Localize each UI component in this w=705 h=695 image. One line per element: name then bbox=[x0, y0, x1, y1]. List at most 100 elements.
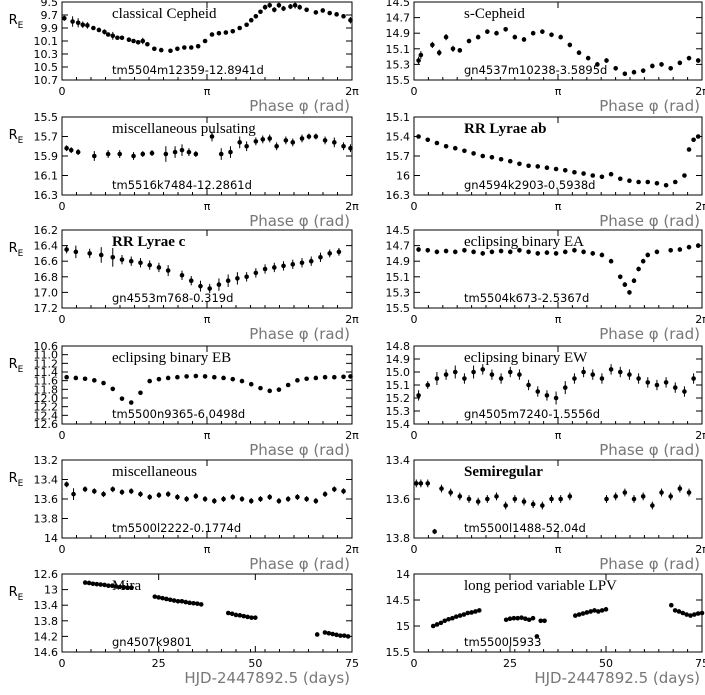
y-tick-label: 13.2 bbox=[34, 454, 59, 467]
data-point bbox=[443, 248, 449, 254]
y-tick-label: 10.1 bbox=[34, 35, 59, 48]
data-point bbox=[526, 163, 531, 169]
data-point bbox=[244, 274, 249, 280]
data-point bbox=[471, 369, 476, 375]
data-point bbox=[313, 498, 319, 504]
y-tick-label: 14 bbox=[396, 568, 410, 581]
data-point bbox=[507, 158, 513, 164]
data-point bbox=[304, 496, 309, 502]
data-point bbox=[175, 374, 180, 380]
data-point bbox=[113, 584, 119, 589]
data-point bbox=[475, 499, 481, 504]
data-point bbox=[526, 617, 532, 623]
data-point bbox=[165, 491, 171, 497]
object-id: tm5500l2222-0.1774d bbox=[112, 521, 241, 535]
data-point bbox=[262, 266, 268, 272]
x-tick-label: π bbox=[555, 313, 562, 326]
data-point bbox=[102, 29, 107, 35]
data-point bbox=[221, 375, 226, 381]
data-point bbox=[608, 258, 614, 264]
x-axis-label: HJD-2447892.5 (days) bbox=[184, 669, 350, 687]
x-tick-label: π bbox=[204, 313, 211, 326]
y-tick-label: 17.0 bbox=[34, 286, 59, 299]
data-point bbox=[258, 385, 263, 391]
data-point bbox=[230, 494, 236, 500]
panel-title: eclipsing binary EB bbox=[112, 350, 231, 366]
data-point bbox=[193, 151, 199, 157]
data-point bbox=[507, 369, 513, 375]
x-tick-label: 25 bbox=[152, 657, 166, 670]
y-tick-label: 15.2 bbox=[386, 392, 411, 405]
x-tick-label: 2π bbox=[695, 85, 705, 98]
data-point bbox=[128, 400, 134, 405]
panel-title: Semiregular bbox=[464, 464, 543, 480]
data-point bbox=[292, 2, 298, 8]
data-point bbox=[562, 249, 568, 255]
panel-title: long period variable LPV bbox=[464, 578, 617, 594]
y-tick-label: 13.8 bbox=[34, 615, 59, 628]
data-point bbox=[572, 613, 578, 618]
data-point bbox=[156, 595, 161, 600]
data-point bbox=[462, 376, 467, 381]
y-axis-label-sub: E bbox=[18, 365, 24, 375]
data-point bbox=[131, 38, 136, 44]
data-point bbox=[92, 378, 97, 383]
y-tick-label: 16.3 bbox=[386, 189, 411, 202]
data-point bbox=[138, 390, 143, 396]
data-point bbox=[237, 613, 243, 618]
panel-title: miscellaneous pulsating bbox=[112, 121, 256, 137]
data-point bbox=[682, 173, 687, 178]
data-point bbox=[686, 490, 692, 495]
data-point bbox=[82, 580, 88, 585]
panel-title: classical Cepheid bbox=[112, 6, 217, 22]
data-point bbox=[627, 178, 632, 183]
data-point bbox=[73, 249, 79, 255]
data-point bbox=[285, 496, 291, 502]
data-point bbox=[299, 136, 305, 141]
data-point bbox=[334, 632, 339, 638]
data-point bbox=[332, 140, 337, 145]
data-point bbox=[71, 491, 76, 497]
data-point bbox=[480, 153, 486, 159]
data-point bbox=[592, 608, 597, 613]
data-point bbox=[599, 252, 605, 258]
data-point bbox=[691, 137, 696, 143]
data-point bbox=[434, 140, 440, 146]
data-point bbox=[627, 372, 632, 377]
data-point bbox=[235, 276, 240, 281]
data-point bbox=[498, 156, 504, 162]
data-point bbox=[202, 38, 208, 44]
x-tick-label: 2π bbox=[345, 200, 359, 213]
data-point bbox=[416, 58, 421, 63]
data-point bbox=[171, 598, 177, 603]
y-tick-label: 16.1 bbox=[34, 170, 59, 183]
y-tick-label: 16.2 bbox=[34, 224, 59, 237]
data-point bbox=[191, 600, 196, 606]
x-tick-label: 0 bbox=[411, 543, 418, 556]
data-point bbox=[668, 66, 673, 71]
data-point bbox=[327, 251, 332, 256]
data-point bbox=[517, 161, 522, 167]
data-point bbox=[663, 380, 669, 385]
data-point bbox=[175, 599, 181, 604]
y-tick-label: 13.4 bbox=[34, 599, 59, 612]
data-point bbox=[654, 249, 660, 255]
data-point bbox=[341, 488, 346, 494]
data-point bbox=[636, 376, 641, 381]
x-axis-label: Phase φ (rad) bbox=[599, 325, 700, 343]
y-axis-label: RE bbox=[9, 357, 24, 375]
data-point bbox=[494, 494, 499, 499]
x-tick-label: 2π bbox=[695, 543, 705, 556]
data-point bbox=[253, 139, 259, 144]
y-tick-label: 14.5 bbox=[386, 0, 411, 9]
data-point bbox=[98, 582, 103, 587]
data-point bbox=[599, 174, 605, 180]
data-point bbox=[523, 616, 528, 622]
data-point bbox=[276, 387, 282, 392]
data-point bbox=[631, 69, 637, 75]
data-point bbox=[530, 615, 536, 621]
data-point bbox=[450, 615, 455, 621]
y-tick-label: 15.1 bbox=[386, 111, 411, 124]
data-point bbox=[462, 148, 467, 154]
data-point bbox=[244, 143, 249, 149]
